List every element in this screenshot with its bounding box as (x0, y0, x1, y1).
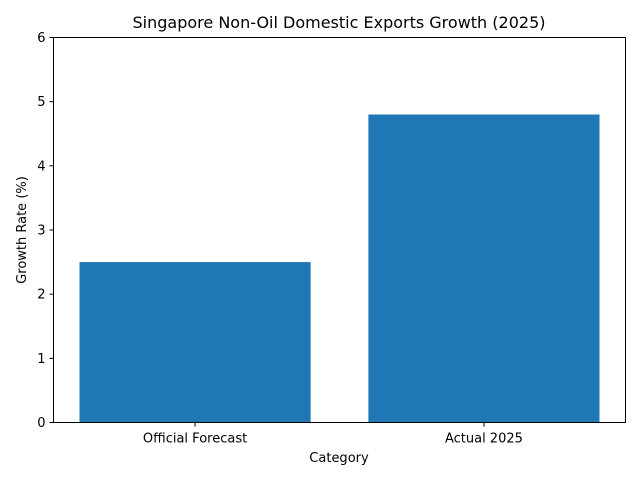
y-tick-label: 3 (37, 224, 45, 239)
bar-1 (368, 114, 600, 423)
y-axis-label: Growth Rate (%) (15, 176, 30, 284)
x-axis-label: Category (309, 451, 369, 466)
plot-frame (53, 37, 626, 423)
y-axis-ticks: 0 1 2 3 4 5 6 (37, 31, 54, 431)
y-tick-label: 5 (37, 95, 45, 110)
x-axis-ticks: Official Forecast Actual 2025 (143, 422, 523, 447)
y-tick-label: 6 (37, 31, 45, 46)
bars-group (79, 114, 600, 423)
bar-0 (79, 262, 311, 423)
y-tick-label: 0 (37, 416, 45, 431)
chart-title: Singapore Non-Oil Domestic Exports Growt… (133, 13, 546, 32)
x-tick-label: Actual 2025 (445, 432, 523, 447)
y-tick-label: 2 (37, 288, 45, 303)
y-tick-label: 4 (37, 159, 45, 174)
y-tick-label: 1 (37, 352, 45, 367)
x-tick-label: Official Forecast (143, 432, 247, 447)
